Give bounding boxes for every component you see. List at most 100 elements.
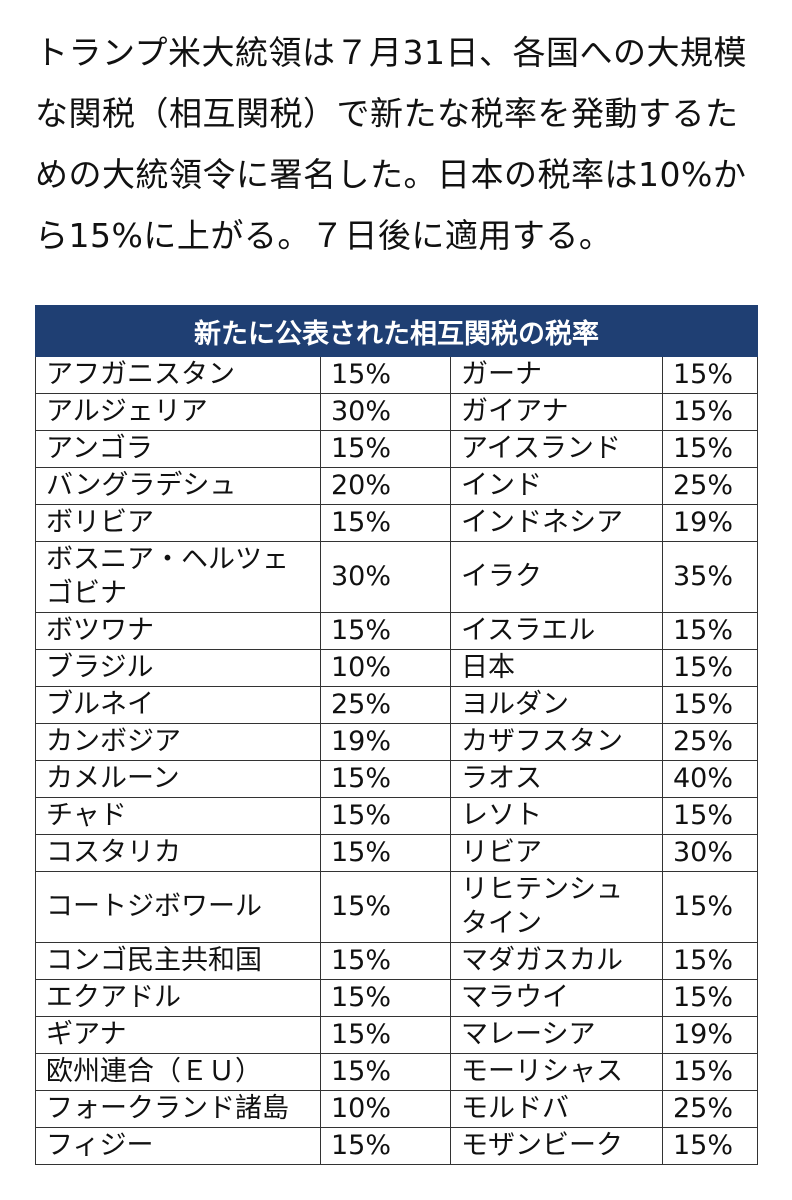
table-cell: 欧州連合（ＥＵ） (35, 1053, 321, 1091)
table-cell: 日本 (450, 649, 663, 687)
tariff-rate: 15% (331, 1056, 392, 1087)
table-cell: エクアドル (35, 979, 321, 1017)
table-row: フォークランド諸島 10% モルドバ 25% (35, 1090, 758, 1128)
table-cell: アフガニスタン (35, 356, 321, 394)
table-cell: 15% (320, 430, 451, 468)
table-cell: 19% (662, 504, 758, 542)
table-cell: 15% (662, 942, 758, 980)
table-cell: アンゴラ (35, 430, 321, 468)
table-row: コートジボワール 15% リヒテンシュタイン 15% (35, 871, 758, 943)
table-row: 欧州連合（ＥＵ） 15% モーリシャス 15% (35, 1053, 758, 1091)
country-name: ボリビア (46, 507, 154, 538)
country-name: カザフスタン (461, 726, 623, 757)
table-cell: 15% (662, 979, 758, 1017)
tariff-rate: 30% (673, 837, 734, 868)
tariff-rate: 10% (331, 652, 392, 683)
table-row: ボツワナ 15% イスラエル 15% (35, 612, 758, 650)
table-cell: 15% (662, 871, 758, 943)
table-row: アンゴラ 15% アイスランド 15% (35, 430, 758, 468)
table-row: ブルネイ 25% ヨルダン 15% (35, 686, 758, 724)
country-name: インドネシア (461, 507, 623, 538)
country-name: ガイアナ (461, 396, 569, 427)
country-name: レソト (461, 800, 542, 831)
table-cell: チャド (35, 797, 321, 835)
table-cell: イスラエル (450, 612, 663, 650)
table-cell: インドネシア (450, 504, 663, 542)
table-cell: ボリビア (35, 504, 321, 542)
table-cell: 15% (320, 1016, 451, 1054)
country-name: エクアドル (46, 982, 181, 1013)
country-name: アイスランド (461, 433, 621, 464)
country-name: ギアナ (46, 1019, 127, 1050)
tariff-rate: 15% (331, 1019, 392, 1050)
tariff-table: 新たに公表された相互関税の税率 アフガニスタン 15% ガーナ 15% アルジェリア 30… (35, 305, 758, 1165)
table-cell: ボツワナ (35, 612, 321, 650)
tariff-rate: 10% (331, 1093, 392, 1124)
table-cell: 15% (320, 1127, 451, 1165)
country-name: マラウイ (461, 982, 569, 1013)
tariff-rate: 15% (331, 837, 392, 868)
country-name: イスラエル (461, 615, 596, 646)
table-cell: 35% (662, 541, 758, 613)
country-name: ヨルダン (461, 689, 569, 720)
country-name: フィジー (46, 1130, 154, 1161)
tariff-rate: 15% (673, 615, 734, 646)
table-cell: ギアナ (35, 1016, 321, 1054)
tariff-rate: 15% (331, 982, 392, 1013)
tariff-rate: 15% (331, 891, 392, 922)
table-cell: 30% (320, 541, 451, 613)
tariff-rate: 15% (331, 433, 392, 464)
table-cell: カメルーン (35, 760, 321, 798)
table-cell: 15% (320, 834, 451, 872)
table-cell: ガーナ (450, 356, 663, 394)
country-name: コートジボワール (46, 891, 262, 922)
table-cell: 15% (662, 797, 758, 835)
tariff-rate: 25% (673, 1093, 734, 1124)
table-cell: 15% (320, 871, 451, 943)
table-cell: 19% (662, 1016, 758, 1054)
table-cell: 15% (662, 1053, 758, 1091)
table-cell: バングラデシュ (35, 467, 321, 505)
table-cell: 15% (662, 649, 758, 687)
table-cell: 20% (320, 467, 451, 505)
table-cell: ガイアナ (450, 393, 663, 431)
tariff-rate: 30% (331, 561, 392, 592)
table-cell: 15% (662, 1127, 758, 1165)
country-name: 日本 (461, 652, 515, 683)
tariff-rate: 40% (673, 763, 734, 794)
table-cell: 15% (662, 356, 758, 394)
table-cell: 40% (662, 760, 758, 798)
table-row: コスタリカ 15% リビア 30% (35, 834, 758, 872)
tariff-rate: 15% (673, 433, 734, 464)
table-row: ボリビア 15% インドネシア 19% (35, 504, 758, 542)
table-row: ブラジル 10% 日本 15% (35, 649, 758, 687)
country-name: コンゴ民主共和国 (46, 945, 262, 976)
tariff-rate: 19% (673, 507, 734, 538)
country-name: ボスニア・ヘルツェゴビナ (46, 544, 289, 609)
table-cell: 15% (320, 612, 451, 650)
country-name: モルドバ (461, 1093, 569, 1124)
tariff-rate: 19% (331, 726, 392, 757)
tariff-rate: 15% (673, 652, 734, 683)
table-row: カメルーン 15% ラオス 40% (35, 760, 758, 798)
tariff-rate: 15% (673, 1056, 734, 1087)
table-title: 新たに公表された相互関税の税率 (35, 305, 758, 357)
country-name: カンボジア (46, 726, 181, 757)
table-row: バングラデシュ 20% インド 25% (35, 467, 758, 505)
table-cell: フォークランド諸島 (35, 1090, 321, 1128)
table-cell: コンゴ民主共和国 (35, 942, 321, 980)
table-cell: コートジボワール (35, 871, 321, 943)
country-name: ブラジル (46, 652, 154, 683)
table-cell: リビア (450, 834, 663, 872)
table-cell: 19% (320, 723, 451, 761)
tariff-rate: 25% (331, 689, 392, 720)
tariff-rate: 15% (673, 359, 734, 390)
country-name: ブルネイ (46, 689, 154, 720)
table-cell: イラク (450, 541, 663, 613)
tariff-rate: 15% (673, 396, 734, 427)
country-name: バングラデシュ (46, 470, 237, 501)
table-cell: ラオス (450, 760, 663, 798)
table-cell: 25% (662, 467, 758, 505)
table-cell: カザフスタン (450, 723, 663, 761)
